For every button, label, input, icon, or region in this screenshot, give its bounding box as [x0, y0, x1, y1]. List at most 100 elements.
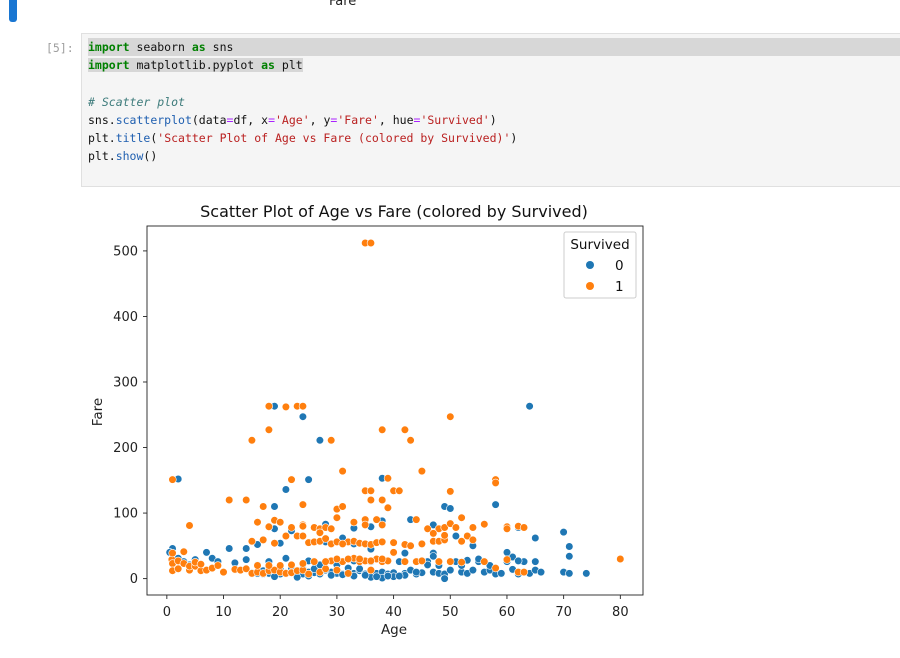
code-token: (): [143, 149, 158, 164]
data-point: [406, 541, 415, 550]
data-point: [417, 556, 427, 566]
code-token: ): [510, 130, 518, 145]
data-point: [276, 518, 285, 527]
data-point: [332, 565, 342, 575]
data-point: [400, 548, 410, 558]
data-point: [264, 522, 274, 531]
legend-title: Survived: [570, 237, 629, 253]
data-point: [366, 556, 376, 566]
plot-frame: [146, 225, 644, 596]
data-point: [242, 544, 251, 553]
data-point: [242, 495, 251, 505]
code-token: import: [88, 58, 130, 73]
data-point: [417, 467, 427, 476]
data-point: [383, 474, 393, 483]
code-token: ): [489, 112, 497, 127]
code-token: , hue: [378, 112, 414, 127]
code-line[interactable]: # Scatter plot: [88, 93, 517, 111]
data-point: [344, 554, 353, 564]
previous-output-xlabel: Fare: [329, 0, 357, 9]
code-token: scatterplot: [115, 112, 192, 127]
data-point: [463, 531, 472, 541]
data-point: [225, 495, 234, 505]
data-point: [468, 535, 478, 545]
data-point: [338, 502, 347, 511]
code-line[interactable]: plt.show(): [88, 147, 517, 165]
data-point: [287, 560, 296, 570]
data-point: [298, 522, 308, 531]
data-point: [440, 574, 449, 583]
data-point: [519, 523, 529, 532]
code-line[interactable]: sns.scatterplot(data=df, x='Age', y='Far…: [88, 111, 517, 129]
code-token: sns.: [88, 112, 116, 127]
data-point: [315, 528, 325, 537]
data-point: [304, 569, 313, 579]
data-point: [344, 569, 353, 578]
data-point: [378, 537, 387, 547]
legend: Survived 0 1: [563, 231, 637, 299]
legend-marker-0: [586, 261, 594, 269]
data-point: [281, 402, 291, 412]
code-token: =: [413, 112, 421, 127]
data-point: [298, 402, 308, 411]
data-point: [440, 523, 449, 532]
current-line-highlight: [88, 38, 900, 57]
code-line[interactable]: plt.title('Scatter Plot of Age vs Fare (…: [88, 129, 517, 147]
data-point: [395, 571, 404, 581]
code-token: df, x: [233, 112, 269, 127]
data-point: [315, 436, 325, 445]
data-point: [497, 569, 506, 578]
data-point: [480, 520, 489, 529]
data-point: [446, 504, 455, 513]
x-tick-label: 80: [612, 605, 629, 620]
data-point: [349, 518, 359, 527]
data-point: [429, 529, 438, 538]
data-point: [361, 520, 370, 530]
code-editor[interactable]: import seaborn as sns import matplotlib.p…: [88, 38, 900, 165]
code-token: 'Survived': [420, 112, 490, 127]
x-tick-label: 40: [385, 605, 402, 620]
data-point: [457, 558, 466, 567]
data-point: [565, 569, 574, 578]
data-point: [259, 535, 268, 545]
data-point: [383, 571, 393, 581]
code-token: plt: [274, 58, 303, 73]
code-token: as: [261, 58, 275, 73]
x-tick-label: 10: [215, 605, 232, 620]
x-tick-label: 50: [442, 605, 459, 620]
chart-title: Scatter Plot of Age vs Fare (colored by …: [200, 202, 588, 221]
cell-prompt: [5]:: [46, 41, 74, 55]
data-point: [247, 537, 256, 546]
data-point: [491, 563, 500, 573]
data-point: [412, 515, 421, 524]
data-point: [372, 515, 381, 524]
data-point: [264, 402, 274, 411]
code-token: # Scatter plot: [88, 94, 185, 109]
data-point: [281, 531, 291, 541]
y-tick-label: 0: [130, 572, 138, 587]
data-point: [525, 402, 534, 411]
data-point: [259, 502, 268, 511]
x-axis-ticks: 0 10 20 30 40 50 60 70 80: [163, 595, 629, 620]
data-point: [366, 565, 376, 575]
data-point: [565, 552, 574, 561]
data-point: [451, 523, 461, 532]
code-token: (: [150, 130, 158, 145]
data-point: [185, 521, 194, 530]
data-point: [242, 555, 251, 564]
data-point: [366, 495, 376, 505]
code-line[interactable]: import matplotlib.pyplot as plt: [88, 56, 517, 74]
data-point: [298, 500, 308, 509]
code-line[interactable]: import seaborn as sns: [88, 38, 900, 57]
data-point: [451, 531, 461, 541]
code-token: import: [88, 40, 130, 54]
code-token: title: [115, 130, 151, 145]
data-point: [389, 538, 398, 547]
data-point: [519, 567, 529, 577]
code-token: plt.: [88, 149, 116, 164]
code-token: seaborn: [129, 40, 192, 54]
x-tick-label: 60: [499, 605, 516, 620]
data-point: [264, 561, 274, 570]
data-point: [168, 548, 177, 558]
